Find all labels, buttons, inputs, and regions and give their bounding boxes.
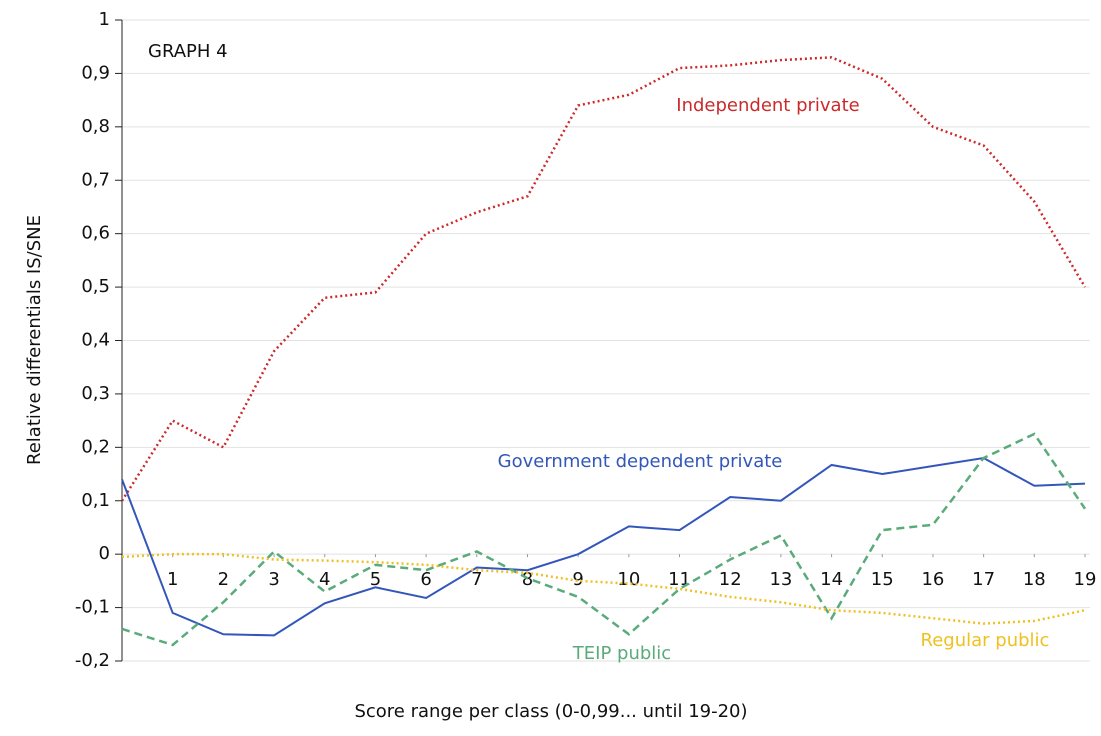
y-tick-label: 0 xyxy=(99,543,110,564)
series-line xyxy=(120,56,1087,502)
x-tick-label: 12 xyxy=(719,569,742,590)
x-tick-label: 7 xyxy=(471,569,482,590)
x-tick-label: 8 xyxy=(522,569,533,590)
x-tick-label: 16 xyxy=(921,569,944,590)
series-label: Government dependent private xyxy=(498,451,783,472)
x-tick-label: 13 xyxy=(769,569,792,590)
y-tick-label: 0,1 xyxy=(81,490,110,511)
x-tick-label: 5 xyxy=(370,569,381,590)
series-line xyxy=(121,432,1087,647)
series-label: TEIP public xyxy=(572,643,671,664)
x-tick-label: 2 xyxy=(218,569,229,590)
y-tick-label: 0,2 xyxy=(81,436,110,457)
y-tick-label: -0,2 xyxy=(75,650,110,671)
x-tick-label: 17 xyxy=(972,569,995,590)
x-tick-label: 6 xyxy=(420,569,431,590)
y-tick-label: 0,4 xyxy=(81,330,110,351)
x-tick-label: 9 xyxy=(572,569,583,590)
series-line xyxy=(121,456,1086,637)
x-tick-label: 18 xyxy=(1023,569,1046,590)
y-axis-title: Relative differentials IS/SNE xyxy=(24,215,45,465)
x-tick-label: 10 xyxy=(617,569,640,590)
series-label: Regular public xyxy=(921,630,1050,651)
series-line xyxy=(121,552,1086,625)
y-tick-label: 0,8 xyxy=(81,116,110,137)
y-tick-label: 0,6 xyxy=(81,223,110,244)
annotation: GRAPH 4 xyxy=(148,41,228,62)
y-tick-label: -0,1 xyxy=(75,597,110,618)
x-tick-label: 1 xyxy=(167,569,178,590)
y-tick-label: 0,3 xyxy=(81,383,110,404)
x-tick-label: 3 xyxy=(268,569,279,590)
y-tick-label: 0,9 xyxy=(81,62,110,83)
x-tick-label: 4 xyxy=(319,569,330,590)
y-tick-label: 1 xyxy=(99,9,110,30)
series-label: Independent private xyxy=(676,95,859,116)
x-tick-label: 19 xyxy=(1074,569,1097,590)
y-tick-label: 0,7 xyxy=(81,169,110,190)
x-tick-label: 14 xyxy=(820,569,843,590)
x-axis-title: Score range per class (0-0,99... until 1… xyxy=(354,701,747,722)
x-tick-label: 15 xyxy=(871,569,894,590)
y-tick-label: 0,5 xyxy=(81,276,110,297)
